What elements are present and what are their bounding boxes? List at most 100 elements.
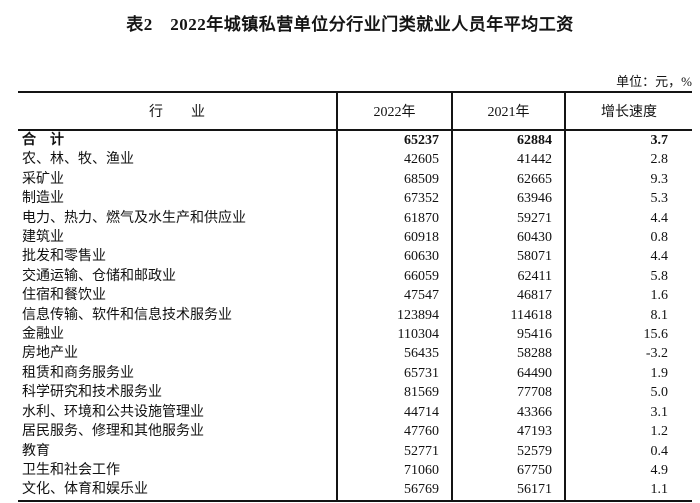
page-title: 表2 2022年城镇私营单位分行业门类就业人员年平均工资 bbox=[126, 15, 574, 34]
value-2022-cell: 56435 bbox=[336, 344, 452, 364]
value-2021-cell: 62411 bbox=[451, 266, 565, 287]
value-2022-cell: 65237 bbox=[336, 130, 452, 151]
industry-cell: 采矿业 bbox=[22, 171, 64, 187]
value-2021-cell: 41442 bbox=[451, 150, 565, 170]
industry-cell: 文化、体育和娱乐业 bbox=[22, 482, 148, 498]
industry-cell: 房地产业 bbox=[22, 346, 78, 362]
value-2022-cell: 61870 bbox=[336, 208, 452, 229]
growth-rate-cell: -3.2 bbox=[564, 344, 692, 364]
growth-rate-cell: 9.3 bbox=[564, 169, 692, 190]
table-row: 电力、热力、燃气及水生产和供应业 61870 59271 4.4 bbox=[18, 208, 692, 229]
wage-statistics-table: 行 业 2022年 2021年 增长速度 合 计 65237 62884 3.7 农、林、牧、… bbox=[18, 91, 692, 502]
growth-rate-cell: 5.3 bbox=[564, 189, 692, 209]
value-2022-cell: 67352 bbox=[336, 189, 452, 209]
value-2021-cell: 58288 bbox=[451, 344, 565, 364]
value-2021-cell: 46817 bbox=[451, 286, 565, 306]
table-header: 行 业 2022年 2021年 增长速度 bbox=[18, 92, 692, 131]
industry-cell: 农、林、牧、渔业 bbox=[22, 152, 134, 168]
value-2021-cell: 114618 bbox=[451, 305, 565, 326]
value-2022-cell: 68509 bbox=[336, 169, 452, 190]
value-2021-cell: 59271 bbox=[451, 208, 565, 229]
header-row: 行 业 2022年 2021年 增长速度 bbox=[18, 92, 692, 131]
industry-cell: 批发和零售业 bbox=[22, 249, 106, 265]
table-row: 卫生和社会工作 71060 67750 4.9 bbox=[18, 460, 692, 481]
growth-rate-cell: 8.1 bbox=[564, 305, 692, 326]
value-2021-cell: 67750 bbox=[451, 460, 565, 481]
industry-cell: 住宿和餐饮业 bbox=[22, 288, 106, 304]
table-row: 建筑业 60918 60430 0.8 bbox=[18, 228, 692, 248]
table-body: 合 计 65237 62884 3.7 农、林、牧、渔业 42605 41442 2.8 采矿业… bbox=[18, 130, 692, 501]
growth-rate-cell: 3.1 bbox=[564, 402, 692, 423]
growth-rate-cell: 0.4 bbox=[564, 441, 692, 461]
column-header: 行 业 bbox=[18, 92, 337, 131]
growth-rate-cell: 1.6 bbox=[564, 286, 692, 306]
industry-cell: 合 计 bbox=[22, 133, 64, 148]
growth-rate-cell: 4.9 bbox=[564, 460, 692, 481]
industry-cell: 水利、环境和公共设施管理业 bbox=[22, 404, 204, 420]
growth-rate-cell: 3.7 bbox=[564, 130, 692, 151]
industry-cell: 金融业 bbox=[22, 327, 64, 343]
table-row: 住宿和餐饮业 47547 46817 1.6 bbox=[18, 286, 692, 306]
table-row: 农、林、牧、渔业 42605 41442 2.8 bbox=[18, 150, 692, 170]
industry-cell: 居民服务、修理和其他服务业 bbox=[22, 424, 204, 440]
growth-rate-cell: 1.2 bbox=[564, 422, 692, 442]
table-row: 文化、体育和娱乐业 56769 56171 1.1 bbox=[18, 480, 692, 501]
table-row: 房地产业 56435 58288 -3.2 bbox=[18, 344, 692, 364]
table-row: 教育 52771 52579 0.4 bbox=[18, 441, 692, 461]
value-2021-cell: 62665 bbox=[451, 169, 565, 190]
table-row: 批发和零售业 60630 58071 4.4 bbox=[18, 247, 692, 267]
value-2022-cell: 44714 bbox=[336, 402, 452, 423]
column-header: 增长速度 bbox=[564, 92, 692, 131]
value-2022-cell: 71060 bbox=[336, 460, 452, 481]
industry-cell: 科学研究和技术服务业 bbox=[22, 385, 162, 401]
growth-rate-cell: 5.8 bbox=[564, 266, 692, 287]
table-row: 合 计 65237 62884 3.7 bbox=[18, 130, 692, 151]
value-2021-cell: 95416 bbox=[451, 325, 565, 345]
value-2021-cell: 52579 bbox=[451, 441, 565, 461]
growth-rate-cell: 2.8 bbox=[564, 150, 692, 170]
table-row: 科学研究和技术服务业 81569 77708 5.0 bbox=[18, 383, 692, 403]
value-2022-cell: 47760 bbox=[336, 422, 452, 442]
table-row: 租赁和商务服务业 65731 64490 1.9 bbox=[18, 363, 692, 384]
growth-rate-cell: 1.9 bbox=[564, 363, 692, 384]
value-2022-cell: 123894 bbox=[336, 305, 452, 326]
value-2022-cell: 60630 bbox=[336, 247, 452, 267]
growth-rate-cell: 4.4 bbox=[564, 247, 692, 267]
industry-cell: 信息传输、软件和信息技术服务业 bbox=[22, 307, 232, 323]
value-2022-cell: 42605 bbox=[336, 150, 452, 170]
value-2021-cell: 64490 bbox=[451, 363, 565, 384]
industry-cell: 租赁和商务服务业 bbox=[22, 365, 134, 381]
column-header: 2022年 bbox=[336, 92, 452, 131]
table-row: 信息传输、软件和信息技术服务业 123894 114618 8.1 bbox=[18, 305, 692, 326]
industry-cell: 教育 bbox=[22, 443, 50, 459]
industry-cell: 交通运输、仓储和邮政业 bbox=[22, 268, 176, 284]
value-2021-cell: 60430 bbox=[451, 228, 565, 248]
growth-rate-cell: 4.4 bbox=[564, 208, 692, 229]
growth-rate-cell: 5.0 bbox=[564, 383, 692, 403]
table-row: 制造业 67352 63946 5.3 bbox=[18, 189, 692, 209]
industry-cell: 卫生和社会工作 bbox=[22, 462, 120, 478]
table-row: 采矿业 68509 62665 9.3 bbox=[18, 169, 692, 190]
growth-rate-cell: 0.8 bbox=[564, 228, 692, 248]
value-2022-cell: 47547 bbox=[336, 286, 452, 306]
value-2022-cell: 60918 bbox=[336, 228, 452, 248]
value-2021-cell: 63946 bbox=[451, 189, 565, 209]
value-2021-cell: 56171 bbox=[451, 480, 565, 501]
value-2021-cell: 58071 bbox=[451, 247, 565, 267]
value-2021-cell: 77708 bbox=[451, 383, 565, 403]
value-2022-cell: 56769 bbox=[336, 480, 452, 501]
column-header: 2021年 bbox=[451, 92, 565, 131]
growth-rate-cell: 15.6 bbox=[564, 325, 692, 345]
unit-note: 单位：元，% bbox=[616, 74, 692, 89]
value-2022-cell: 65731 bbox=[336, 363, 452, 384]
value-2022-cell: 110304 bbox=[336, 325, 452, 345]
growth-rate-cell: 1.1 bbox=[564, 480, 692, 501]
value-2021-cell: 47193 bbox=[451, 422, 565, 442]
industry-cell: 电力、热力、燃气及水生产和供应业 bbox=[22, 210, 246, 226]
value-2022-cell: 81569 bbox=[336, 383, 452, 403]
value-2021-cell: 62884 bbox=[451, 130, 565, 151]
value-2022-cell: 52771 bbox=[336, 441, 452, 461]
industry-cell: 制造业 bbox=[22, 191, 64, 207]
value-2022-cell: 66059 bbox=[336, 266, 452, 287]
